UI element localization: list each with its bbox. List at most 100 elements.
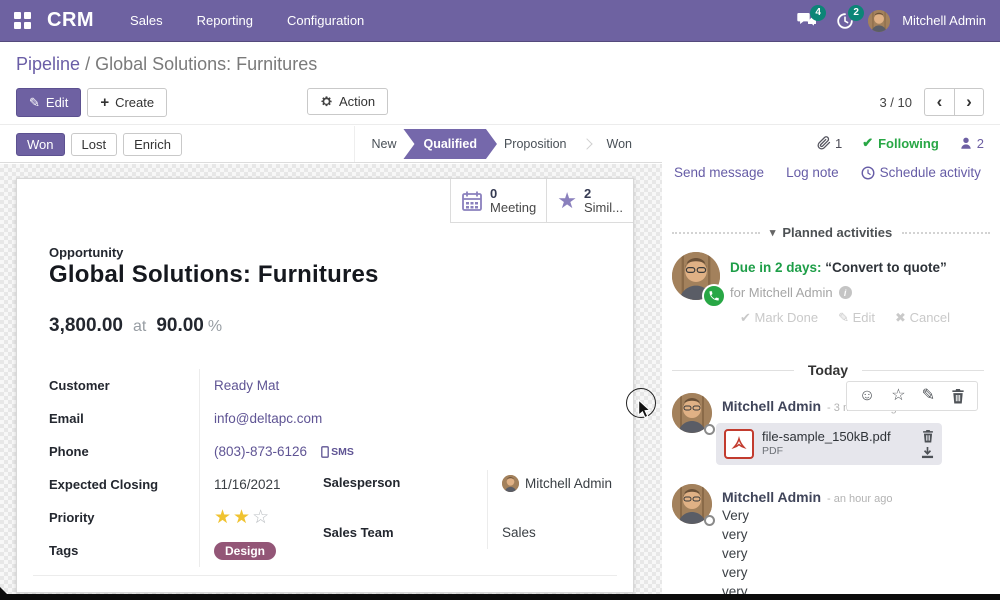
stage-chevron-icon — [580, 138, 593, 150]
mark-won-button[interactable]: Won — [16, 132, 65, 156]
priority-stars[interactable]: ★★☆ — [214, 506, 271, 529]
activity-edit-button[interactable]: ✎ Edit — [838, 310, 875, 326]
menu-configuration[interactable]: Configuration — [286, 13, 365, 28]
menu-sales[interactable]: Sales — [130, 13, 163, 28]
previous-record-button[interactable]: ‹ — [924, 88, 954, 116]
phone-activity-badge — [702, 284, 726, 308]
next-record-button[interactable]: › — [954, 88, 984, 116]
mouse-cursor-icon — [637, 398, 653, 424]
breadcrumb-pipeline-link[interactable]: Pipeline — [16, 54, 81, 74]
tag-design[interactable]: Design — [214, 541, 277, 560]
info-icon: i — [838, 286, 852, 299]
pdf-file-icon — [724, 429, 754, 459]
expected-closing-value: 11/16/2021 — [199, 468, 414, 501]
user-menu[interactable]: Mitchell Admin — [902, 13, 986, 28]
expected-revenue-row: 3,800.00 at 90.00 % — [49, 315, 222, 337]
salesperson-label: Salesperson — [323, 475, 401, 490]
apps-grid-icon[interactable] — [14, 12, 31, 29]
message-author[interactable]: Mitchell Admin — [722, 398, 822, 414]
expected-closing-label: Expected Closing — [49, 477, 159, 492]
log-note-label: Log note — [786, 165, 839, 180]
form-background: 0 Meeting ★ 2 Simil... Opportunity Globa… — [0, 164, 662, 600]
corner-artifact — [0, 587, 13, 600]
create-button[interactable]: + Create — [87, 88, 168, 117]
messages-menu-button[interactable]: 4 — [792, 4, 827, 36]
star-empty-icon: ☆ — [252, 507, 272, 528]
gear-icon — [320, 95, 333, 108]
schedule-activity-button[interactable]: Schedule activity — [861, 165, 981, 180]
menu-reporting[interactable]: Reporting — [196, 13, 253, 28]
chevron-left-icon: ‹ — [936, 92, 943, 111]
attachments-button[interactable]: 1 — [817, 136, 842, 151]
probability-value: 90.00 — [156, 315, 204, 336]
schedule-activity-label: Schedule activity — [879, 165, 981, 180]
following-button[interactable]: ✔ Following — [862, 135, 939, 151]
stage-proposition[interactable]: Proposition — [503, 137, 567, 151]
user-icon — [959, 136, 973, 150]
similar-label: Simil... — [584, 199, 623, 215]
star-message-icon[interactable]: ☆ — [891, 387, 906, 404]
customer-value[interactable]: Ready Mat — [214, 378, 280, 393]
today-label: Today — [807, 362, 849, 378]
planned-activities-title: Planned activities — [782, 225, 893, 240]
user-avatar[interactable] — [868, 9, 891, 32]
stage-pipeline: New Qualified Proposition Won — [354, 126, 646, 162]
edit-button-label: Edit — [45, 95, 69, 110]
mobile-phone-icon — [321, 445, 329, 458]
download-attachment-icon[interactable] — [921, 446, 934, 459]
message-line: very — [722, 546, 748, 561]
stage-qualified[interactable]: Qualified — [403, 129, 496, 159]
salesperson-value[interactable]: Mitchell Admin — [525, 476, 613, 491]
email-label: Email — [49, 411, 84, 426]
stage-won[interactable]: Won — [606, 137, 632, 151]
edit-message-icon[interactable]: ✎ — [921, 387, 935, 404]
attachment-filename[interactable]: file-sample_150kB.pdf — [762, 429, 891, 444]
planned-activities-header[interactable]: ▾ Planned activities — [672, 225, 991, 240]
today-divider: Today — [672, 362, 985, 378]
sheet-divider — [33, 575, 617, 576]
activities-menu-button[interactable]: 2 — [830, 4, 865, 36]
expected-revenue-value: 3,800.00 — [49, 315, 123, 336]
phone-value[interactable]: (803)-873-6126 — [214, 444, 308, 459]
plus-icon: + — [100, 94, 110, 111]
sales-team-label: Sales Team — [323, 525, 394, 540]
cross-icon: ✖ — [895, 310, 906, 325]
message-author[interactable]: Mitchell Admin — [722, 489, 822, 505]
message-line: very — [722, 527, 748, 542]
send-message-button[interactable]: Send message — [674, 165, 764, 180]
message-body: Very very very very very — [722, 506, 749, 600]
opportunity-title: Global Solutions: Furnitures — [49, 261, 379, 288]
breadcrumb: Pipeline / Global Solutions: Furnitures — [16, 54, 317, 75]
activity-due-text: Due in 2 days: — [730, 260, 822, 275]
activities-badge: 2 — [848, 4, 865, 21]
delete-message-icon[interactable] — [951, 388, 965, 404]
email-value[interactable]: info@deltapc.com — [214, 411, 323, 426]
action-button[interactable]: Action — [307, 88, 389, 115]
meetings-stat-button[interactable]: 0 Meeting — [450, 179, 547, 223]
control-panel: Pipeline / Global Solutions: Furnitures … — [0, 43, 1000, 125]
attachment-card[interactable]: file-sample_150kB.pdf PDF — [716, 423, 942, 465]
at-word: at — [132, 318, 147, 335]
caret-down-icon: ▾ — [769, 227, 776, 239]
activity-cancel-button[interactable]: ✖ Cancel — [895, 310, 950, 326]
delete-attachment-icon[interactable] — [922, 429, 934, 443]
click-indicator-ring — [626, 388, 656, 418]
stage-new[interactable]: New — [371, 137, 397, 151]
followers-button[interactable]: 2 — [959, 136, 984, 151]
activity-summary: “Convert to quote” — [825, 260, 947, 275]
edit-button[interactable]: ✎ Edit — [16, 88, 82, 117]
enrich-button[interactable]: Enrich — [123, 132, 182, 156]
mark-lost-button[interactable]: Lost — [70, 132, 118, 156]
similar-count: 2 — [584, 185, 592, 201]
app-name[interactable]: CRM — [47, 9, 95, 31]
opportunity-sheet: 0 Meeting ★ 2 Simil... Opportunity Globa… — [16, 178, 634, 593]
calendar-icon — [461, 190, 483, 212]
sms-button[interactable]: SMS — [321, 446, 354, 458]
message-hover-toolbar: ☺ ☆ ✎ — [845, 381, 978, 411]
meetings-count: 0 — [490, 185, 498, 201]
log-note-button[interactable]: Log note — [786, 165, 839, 180]
mark-done-button[interactable]: ✔ Mark Done — [740, 310, 818, 326]
add-reaction-icon[interactable]: ☺ — [858, 387, 876, 404]
similar-leads-stat-button[interactable]: ★ 2 Simil... — [546, 179, 633, 223]
